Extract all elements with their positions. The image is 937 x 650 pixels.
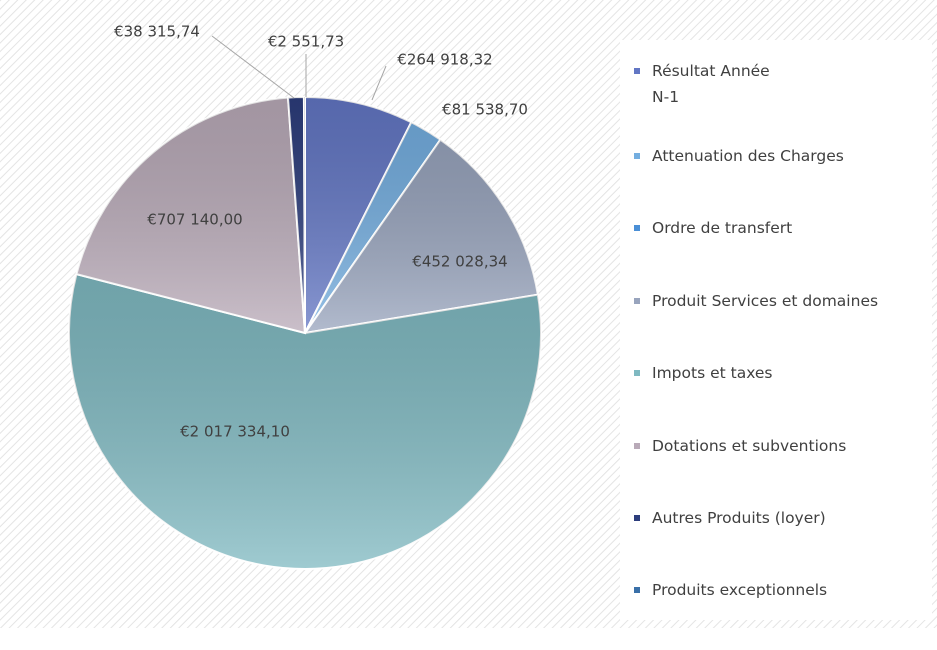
data-label: €38 315,74 <box>114 23 200 41</box>
legend-label: Ordre de transfert <box>652 219 793 238</box>
legend-swatch <box>634 442 640 449</box>
legend-item: Autres Produits (loyer) <box>630 505 930 577</box>
data-label: €264 918,32 <box>397 51 492 69</box>
data-label: €2 551,73 <box>268 33 344 51</box>
legend-swatch <box>634 225 640 232</box>
legend-swatch <box>634 68 640 74</box>
legend-label: Impots et taxes <box>652 364 773 383</box>
legend: Résultat Année N-1 Attenuation des Charge… <box>630 58 930 650</box>
data-label: €81 538,70 <box>442 101 528 119</box>
legend-label: Dotations et subventions <box>652 436 847 455</box>
legend-swatch <box>634 514 640 521</box>
legend-swatch <box>634 370 640 377</box>
legend-swatch <box>634 297 640 304</box>
legend-swatch <box>634 153 640 159</box>
legend-item: Attenuation des Charges <box>630 143 930 215</box>
legend-item: Ordre de transfert <box>630 215 930 287</box>
leader-line <box>371 65 387 101</box>
legend-item: Dotations et subventions <box>630 433 930 505</box>
legend-item: Produit Services et domaines <box>630 288 930 360</box>
data-label: €2 017 334,10 <box>180 423 290 441</box>
legend-item: Résultat Année N-1 <box>630 58 930 143</box>
legend-label: Autres Produits (loyer) <box>652 508 826 527</box>
legend-swatch <box>634 587 640 594</box>
slice <box>302 95 306 334</box>
leader-line <box>211 35 295 99</box>
legend-item: Impots et taxes <box>630 360 930 432</box>
legend-label: Résultat Année N-1 <box>652 62 770 106</box>
chart: €264 918,32 €81 538,70 €452 028,34 €2 017 3… <box>0 0 937 628</box>
legend-box <box>620 40 932 620</box>
legend-item: Produits exceptionnels <box>630 577 930 649</box>
legend-label: Produit Services et domaines <box>652 291 879 310</box>
data-label: €707 140,00 <box>147 211 242 229</box>
legend-label: Attenuation des Charges <box>652 147 844 165</box>
legend-label: Produits exceptionnels <box>652 581 828 600</box>
data-label: €452 028,34 <box>412 253 507 271</box>
